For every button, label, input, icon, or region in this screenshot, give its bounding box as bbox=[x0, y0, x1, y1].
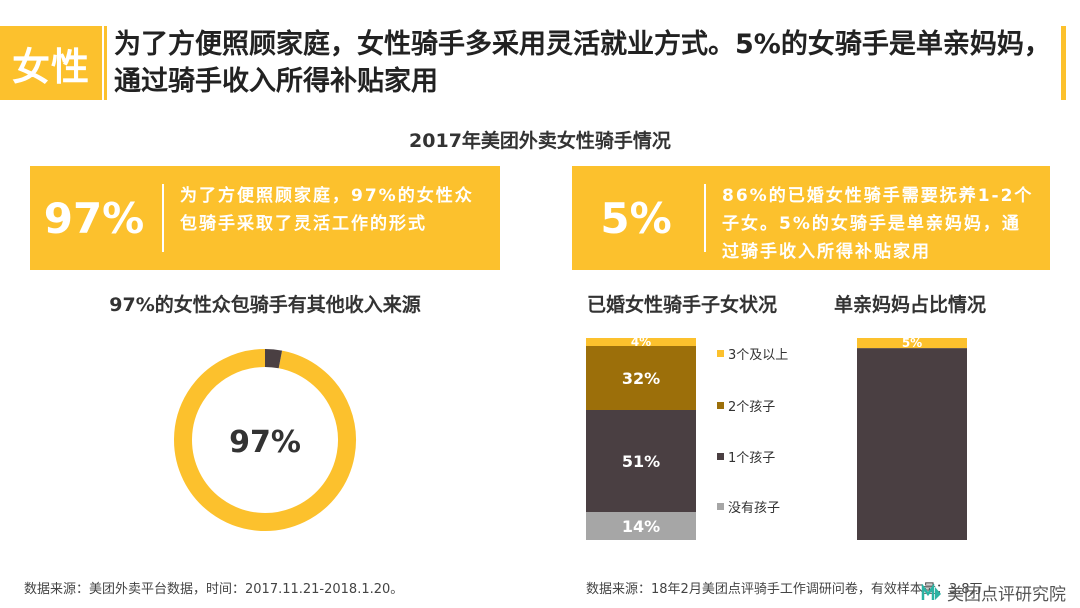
children-bar-label-2: 32% bbox=[622, 369, 660, 388]
page-title: 为了方便照顾家庭，女性骑手多采用灵活就业方式。5%的女骑手是单亲妈妈，通过骑手收… bbox=[114, 29, 1051, 97]
donut-slice-0 bbox=[174, 349, 356, 531]
stat-card-97: 97% 为了方便照顾家庭，97%的女性众包骑手采取了灵活工作的形式 bbox=[30, 166, 500, 270]
children-stacked-bar: 14% 51% 32% 4% bbox=[586, 338, 696, 540]
legend-item: 3个及以上 bbox=[717, 344, 788, 363]
legend-swatch bbox=[717, 453, 724, 460]
single-mother-chart-title: 单亲妈妈占比情况 bbox=[833, 294, 986, 316]
stat-value: 5% bbox=[600, 193, 672, 243]
single-mother-bar-segment-1 bbox=[857, 338, 967, 349]
legend-label: 3个及以上 bbox=[728, 348, 789, 363]
section-subtitle: 2017年美团外卖女性骑手情况 bbox=[409, 130, 671, 152]
stat-description: 86%的已婚女性骑手需要抚养1-2个子女。5%的女骑手是单亲妈妈，通过骑手收入所… bbox=[722, 186, 1034, 262]
footer-source-left: 数据来源：美团外卖平台数据，时间：2017.11.21-2018.1.20。 bbox=[24, 582, 404, 597]
stat-divider bbox=[704, 184, 706, 252]
children-bar-segment-1 bbox=[586, 410, 696, 512]
stat-card-5: 5% 86%的已婚女性骑手需要抚养1-2个子女。5%的女骑手是单亲妈妈，通过骑手… bbox=[572, 166, 1050, 270]
stat-divider bbox=[162, 184, 164, 252]
children-bar-label-0: 14% bbox=[622, 517, 660, 536]
legend-swatch bbox=[717, 503, 724, 510]
logo-text: 美团点评研究院 bbox=[947, 585, 1066, 605]
footer-source-right: 数据来源：18年2月美团点评骑手工作调研问卷，有效样本量：3.8万 bbox=[586, 582, 983, 597]
donut-center-label: 97% bbox=[229, 425, 301, 460]
children-bar-segment-0 bbox=[586, 512, 696, 540]
legend-item: 1个孩子 bbox=[717, 447, 775, 466]
stat-value: 97% bbox=[43, 193, 145, 243]
meituan-logo-icon bbox=[921, 583, 941, 600]
children-bar-label-3: 4% bbox=[631, 338, 651, 349]
donut-chart: 97% bbox=[174, 349, 356, 531]
children-chart-title: 已婚女性骑手子女状况 bbox=[586, 294, 777, 316]
brand-logo: 美团点评研究院 bbox=[921, 580, 1066, 605]
children-bar-segment-3 bbox=[586, 338, 696, 346]
donut-chart-title: 97%的女性众包骑手有其他收入来源 bbox=[109, 294, 421, 316]
children-bar-label-1: 51% bbox=[622, 452, 660, 471]
legend-label: 2个孩子 bbox=[728, 400, 776, 415]
single-mother-bar-label-1: 5% bbox=[902, 338, 922, 350]
right-accent-bar bbox=[1061, 26, 1066, 100]
single-mother-bar-segment-0 bbox=[857, 348, 967, 540]
legend-swatch bbox=[717, 402, 724, 409]
single-mother-stacked-bar: 5% bbox=[857, 338, 967, 540]
stat-description: 为了方便照顾家庭，97%的女性众包骑手采取了灵活工作的形式 bbox=[180, 186, 474, 234]
tag-divider bbox=[104, 26, 107, 100]
legend-swatch bbox=[717, 350, 724, 357]
children-bar-segment-2 bbox=[586, 346, 696, 410]
legend-label: 1个孩子 bbox=[728, 451, 776, 466]
legend-item: 2个孩子 bbox=[717, 396, 775, 415]
legend-item: 没有孩子 bbox=[717, 497, 780, 516]
legend-label: 没有孩子 bbox=[728, 501, 781, 516]
section-tag: 女性 bbox=[0, 26, 102, 100]
donut-slice-1 bbox=[264, 349, 283, 369]
